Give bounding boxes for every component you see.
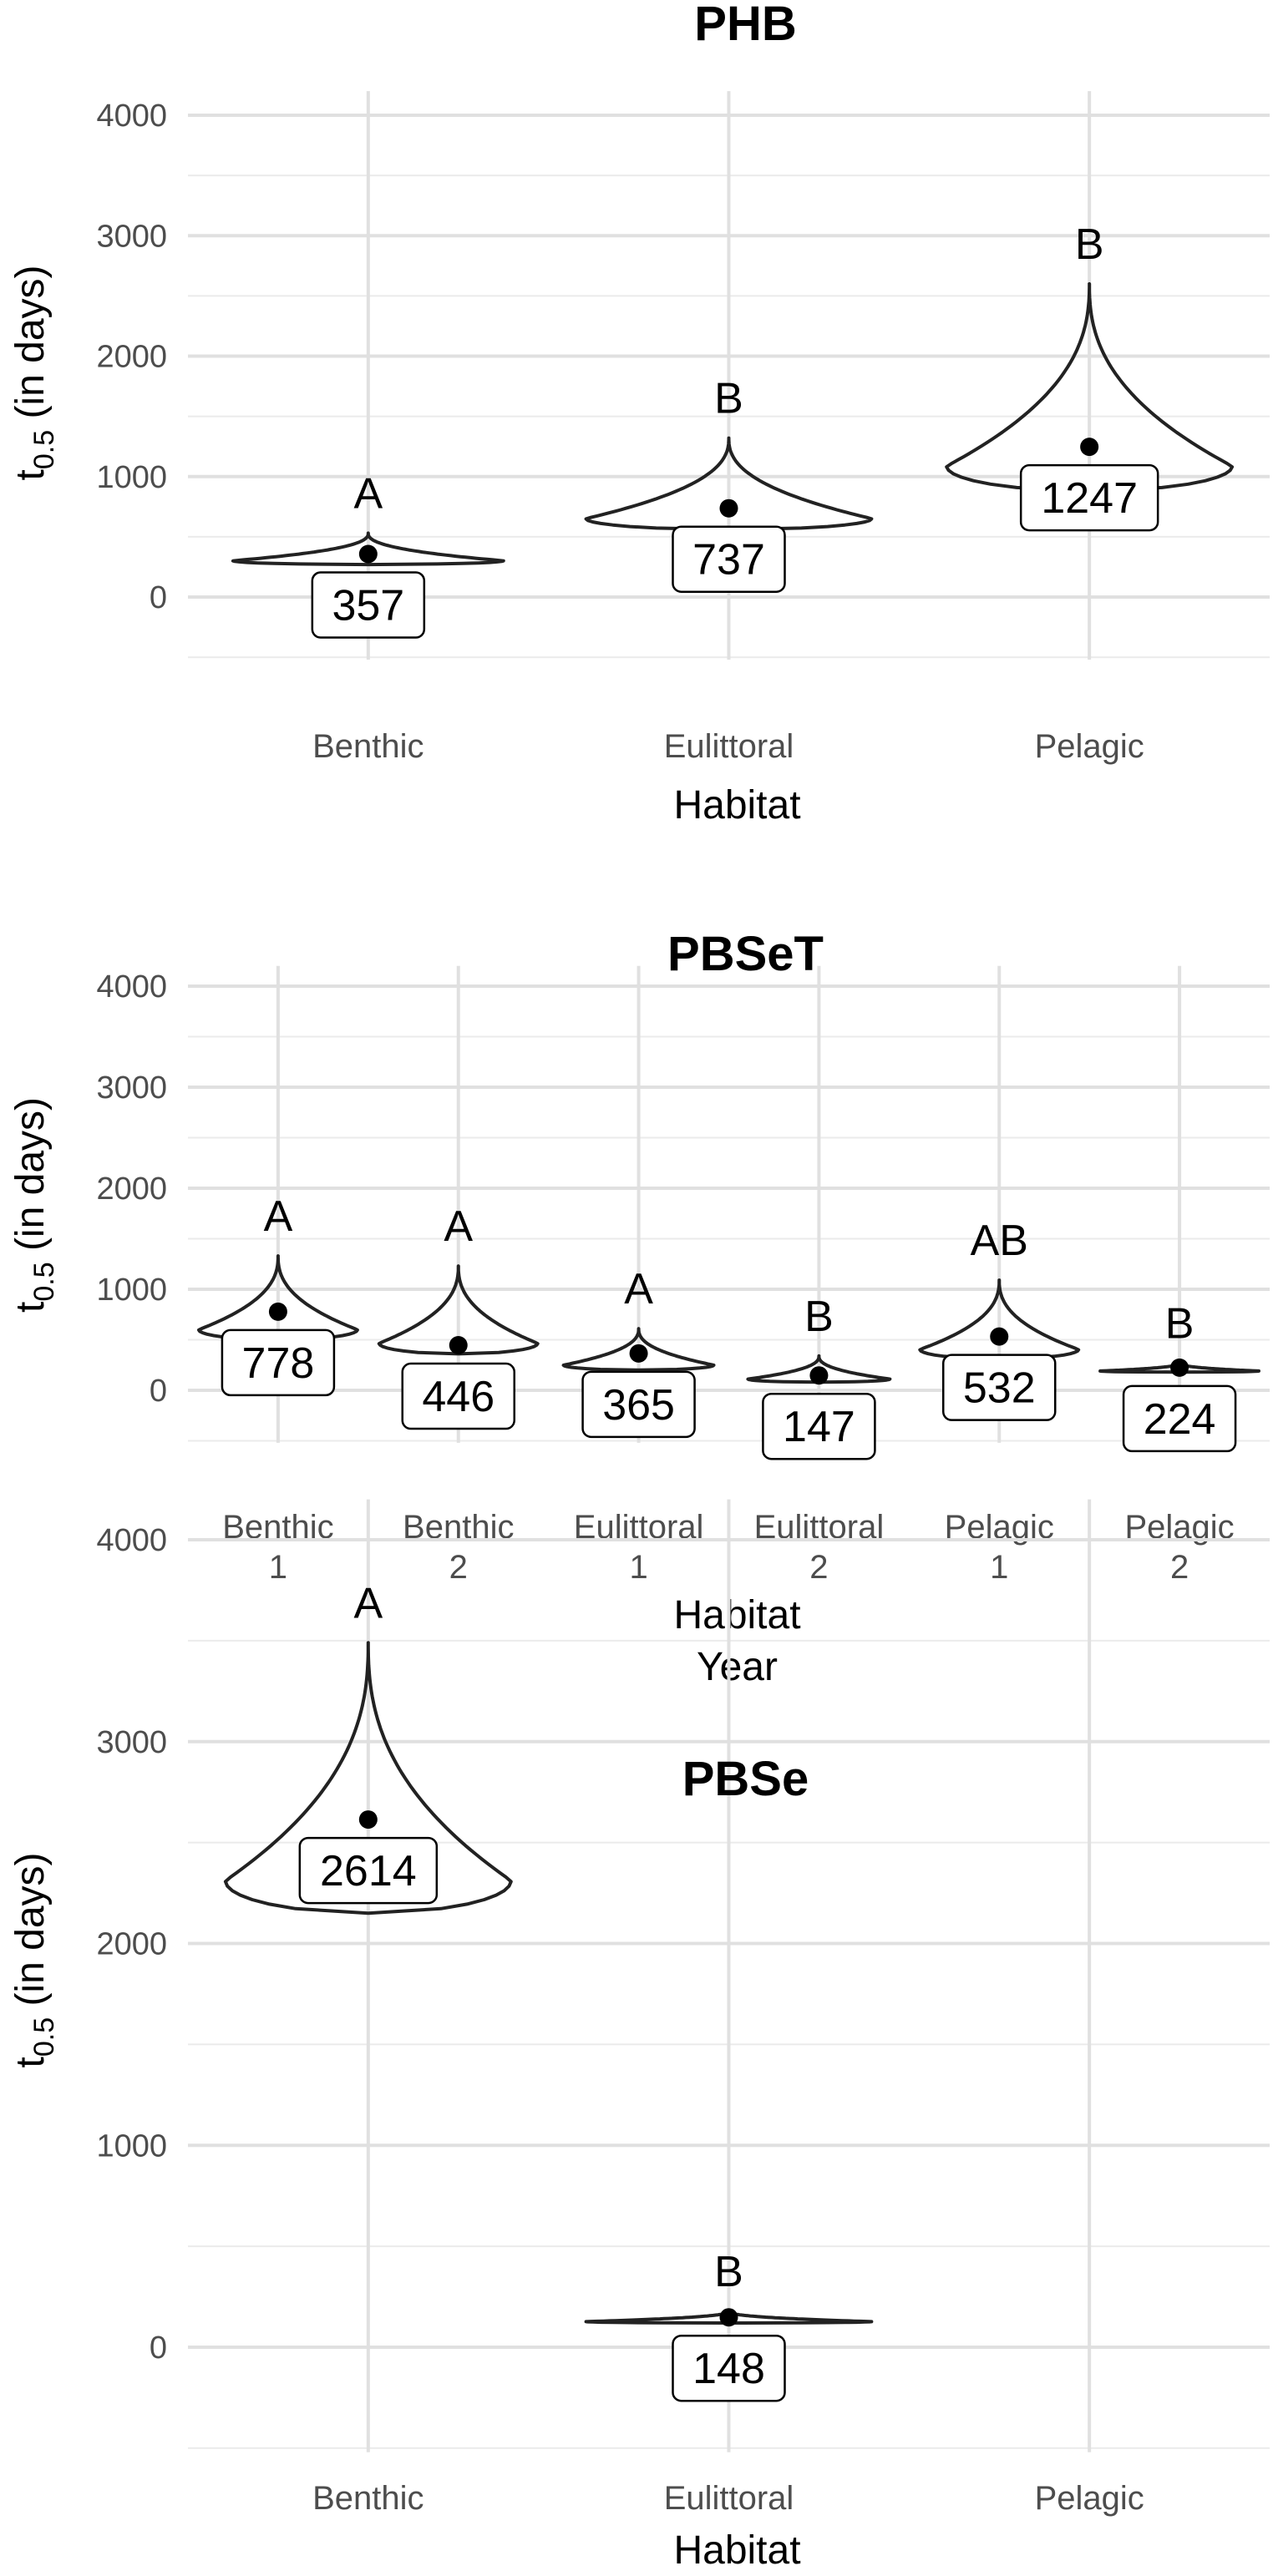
- y-tick-label: 4000: [96, 1523, 167, 1558]
- value-label-box: [942, 1354, 1057, 1421]
- value-label: 446: [422, 1373, 494, 1421]
- value-label-box: [311, 571, 426, 639]
- significance-letter: A: [624, 1265, 653, 1313]
- y-tick-label: 4000: [96, 99, 167, 134]
- value-label: 148: [692, 2345, 765, 2393]
- significance-letter: B: [1075, 220, 1104, 269]
- y-axis-title: t0.5 (in days): [8, 1853, 60, 2068]
- significance-letter: B: [714, 375, 743, 423]
- violin-shape: [561, 1327, 716, 1372]
- value-label-box: [672, 525, 786, 593]
- y-tick-label: 2000: [96, 340, 167, 375]
- value-label-box: [581, 1370, 696, 1439]
- x-tick-label: Benthic: [312, 728, 423, 765]
- value-label-box: [221, 1328, 336, 1397]
- x-axis-title: Habitat: [673, 1593, 800, 1637]
- y-tick-label: 3000: [96, 219, 167, 254]
- y-tick-label: 2000: [96, 1172, 167, 1207]
- chart-title: PBSeT: [667, 927, 824, 981]
- value-label: 737: [692, 536, 765, 585]
- y-tick-label: 3000: [96, 1070, 167, 1106]
- value-label: 1247: [1041, 474, 1138, 523]
- mean-point: [1170, 1358, 1189, 1377]
- significance-letter: A: [444, 1202, 473, 1251]
- value-label: 224: [1144, 1395, 1216, 1444]
- mean-point: [809, 1366, 829, 1385]
- significance-letter: AB: [971, 1217, 1028, 1265]
- y-tick-label: 1000: [96, 460, 167, 495]
- mean-point: [449, 1336, 468, 1355]
- mean-point: [719, 498, 738, 518]
- value-label: 357: [332, 582, 404, 630]
- significance-letter: A: [353, 1579, 383, 1627]
- value-label-box: [401, 1362, 515, 1430]
- mean-point: [990, 1327, 1009, 1346]
- value-label-box: [762, 1392, 876, 1460]
- chart-title: PHB: [694, 0, 796, 51]
- x-tick-label: Eulittoral: [664, 728, 794, 765]
- y-tick-label: 0: [150, 1374, 167, 1409]
- x-tick-label: Eulittoral: [664, 2480, 794, 2517]
- value-label-box: [298, 1836, 439, 1905]
- panel-pbse: PBSe 0 1000 2000 3000 4000 t0.5 (in days) Benth…: [8, 1499, 1270, 2573]
- violin-shape: [223, 1641, 513, 1916]
- x-tick-label: 1: [990, 1549, 1008, 1586]
- y-tick-label: 1000: [96, 1273, 167, 1308]
- y-tick-label: 0: [150, 580, 167, 615]
- y-tick-label: 1000: [96, 2128, 167, 2164]
- mean-point: [719, 2308, 738, 2327]
- mean-point: [358, 1810, 378, 1830]
- x-tick-label: 1: [629, 1549, 647, 1586]
- panel-phb: PHB 0 1000 2000 3000 4000 t0.5 (in days) Benthi…: [8, 0, 1270, 827]
- y-tick-label: 3000: [96, 1725, 167, 1760]
- mean-point: [1080, 438, 1099, 457]
- x-tick-label: 2: [1170, 1549, 1189, 1586]
- x-tick-label: Pelagic: [1035, 2480, 1144, 2517]
- significance-letter: B: [714, 2248, 743, 2296]
- value-label-box: [672, 2334, 786, 2402]
- value-label: 147: [783, 1403, 855, 1451]
- y-tick-label: 0: [150, 2331, 167, 2366]
- value-label-box: [1019, 463, 1159, 532]
- y-tick-label: 2000: [96, 1927, 167, 1962]
- x-tick-label: 2: [449, 1549, 468, 1586]
- mean-point: [629, 1344, 648, 1363]
- significance-letter: A: [264, 1192, 293, 1241]
- mean-point: [358, 544, 378, 564]
- value-label: 532: [963, 1364, 1036, 1413]
- x-tick-label: 2: [809, 1549, 828, 1586]
- x-tick-label: Pelagic: [1035, 728, 1144, 765]
- value-label: 2614: [320, 1847, 417, 1895]
- value-label: 365: [602, 1381, 675, 1430]
- mean-point: [268, 1302, 287, 1321]
- significance-letter: B: [804, 1293, 834, 1341]
- value-label: 778: [242, 1339, 315, 1388]
- violin-shape: [231, 531, 505, 567]
- x-axis-title: Habitat: [673, 2528, 800, 2573]
- chart-title: PBSe: [682, 1752, 809, 1806]
- y-axis-title: t0.5 (in days): [8, 1097, 60, 1313]
- significance-letter: A: [353, 470, 383, 519]
- y-axis-title: t0.5 (in days): [8, 266, 60, 481]
- y-tick-label: 4000: [96, 969, 167, 1005]
- x-axis-title: Year: [697, 1645, 778, 1689]
- value-label-box: [1122, 1384, 1237, 1453]
- significance-letter: B: [1165, 1299, 1194, 1348]
- x-tick-label: 1: [269, 1549, 287, 1586]
- x-tick-label: Benthic: [312, 2480, 423, 2517]
- x-axis-title: Habitat: [673, 783, 800, 827]
